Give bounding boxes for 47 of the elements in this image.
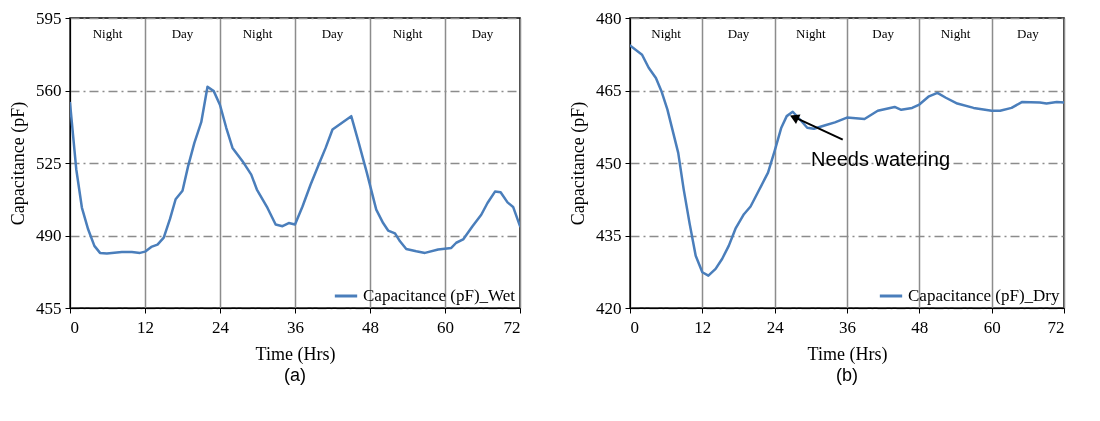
- legend-label: Capacitance (pF)_Wet: [363, 286, 516, 305]
- line-series: [630, 44, 1064, 277]
- x-tick-label: 0: [70, 317, 79, 337]
- y-axis-title: Capacitance (pF): [8, 101, 29, 226]
- x-tick-label: 48: [362, 317, 379, 337]
- y-tick-label: 525: [36, 153, 62, 173]
- annotation: Night: [392, 25, 423, 41]
- annotation: Day: [321, 25, 344, 41]
- annotation: Day: [872, 25, 895, 41]
- annotation: Day: [727, 25, 750, 41]
- y-tick-label: 480: [596, 8, 622, 28]
- annotation: Day: [471, 25, 494, 41]
- x-tick-label: 60: [983, 317, 1001, 337]
- x-tick-label: 24: [766, 317, 785, 337]
- annotation: Day: [1017, 25, 1040, 41]
- text: (b): [836, 365, 858, 385]
- y-tick-label: 595: [36, 8, 62, 28]
- y-tick-label: 435: [596, 226, 622, 245]
- y-tick-label: 450: [596, 153, 622, 173]
- x-tick-label: 0: [630, 317, 639, 337]
- annotation: Night: [940, 25, 971, 41]
- x-axis-title: Time (Hrs): [807, 343, 888, 365]
- x-tick-label: 72: [1047, 317, 1065, 337]
- annotation: Needs watering: [811, 148, 951, 171]
- y-axis-title: Capacitance (pF): [568, 101, 589, 226]
- x-tick-label: 24: [212, 317, 230, 337]
- x-tick-label: 48: [911, 317, 929, 337]
- x-tick-label: 36: [287, 317, 304, 337]
- legend-label: Capacitance (pF)_Dry: [908, 286, 1061, 305]
- y-tick-label: 455: [36, 298, 62, 318]
- x-tick-label: 36: [839, 317, 856, 337]
- y-tick-label: 560: [36, 81, 62, 100]
- y-tick-label: 465: [596, 81, 622, 100]
- x-tick-label: 60: [437, 317, 454, 337]
- x-tick-label: 12: [694, 317, 712, 337]
- text: (a): [284, 365, 306, 385]
- annotation: Night: [92, 25, 123, 41]
- annotation: Night: [651, 25, 682, 41]
- x-axis-title: Time (Hrs): [255, 343, 336, 365]
- annotation: Night: [242, 25, 273, 41]
- y-tick-label: 490: [36, 226, 62, 245]
- x-tick-label: 12: [137, 317, 154, 337]
- x-tick-label: 72: [503, 317, 521, 337]
- line-series: [70, 85, 520, 255]
- annotation: Day: [171, 25, 194, 41]
- annotation: Night: [796, 25, 827, 41]
- y-tick-label: 420: [596, 298, 622, 318]
